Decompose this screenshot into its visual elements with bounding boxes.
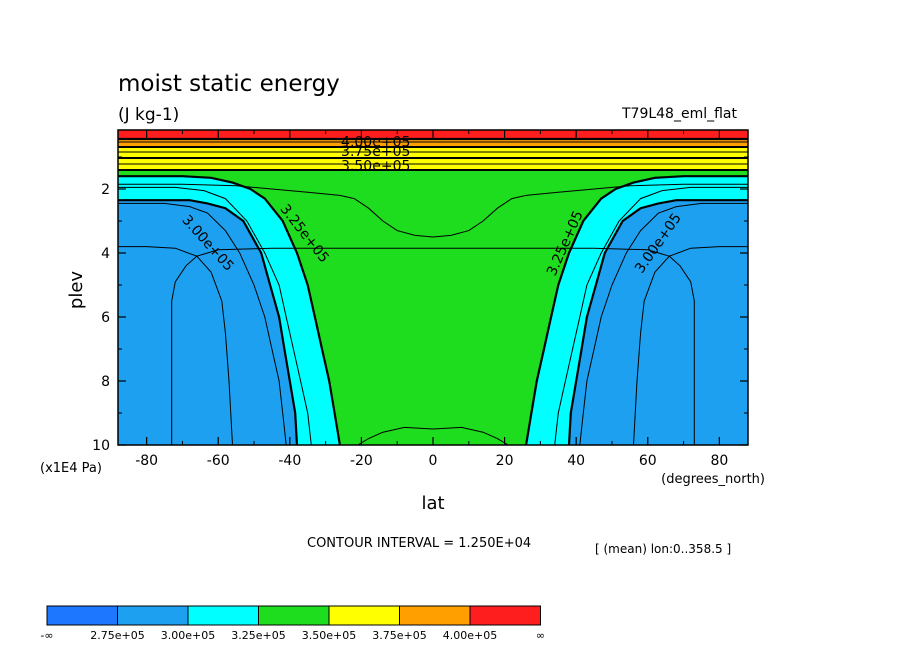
contour-label-0: 4.00e+05 bbox=[341, 135, 410, 151]
fill-region-275-left bbox=[118, 200, 254, 445]
y-tick-label: 4 bbox=[101, 246, 110, 262]
x-tick-label: -40 bbox=[278, 453, 301, 469]
colorbar-label: 4.00e+05 bbox=[443, 629, 497, 642]
colorbar-swatch bbox=[399, 605, 471, 626]
contour-line-bottom-green bbox=[357, 426, 509, 446]
contour-line-mid-b-right bbox=[554, 186, 748, 446]
colorbar-swatch bbox=[117, 605, 189, 626]
x-tick-label: 0 bbox=[429, 453, 438, 469]
y-tick-label: 8 bbox=[101, 374, 110, 390]
chart-title: moist static energy bbox=[118, 71, 340, 97]
colorbar-swatch bbox=[187, 605, 259, 626]
colorbar-label: 3.75e+05 bbox=[372, 629, 426, 642]
run-label: T79L48_eml_flat bbox=[621, 106, 738, 122]
contour-interval: CONTOUR INTERVAL = 1.250E+04 bbox=[307, 536, 531, 551]
contour-line-325-left bbox=[118, 199, 299, 446]
x-tick-label: 80 bbox=[710, 453, 728, 469]
colorbar-label: 2.75e+05 bbox=[90, 629, 144, 642]
contour-line-mid-c-left bbox=[118, 246, 233, 446]
colorbar-swatch bbox=[328, 605, 400, 626]
contour-line-350-right bbox=[525, 175, 748, 446]
x-axis: -80 -60 -40 -20 0 20 40 60 80 bbox=[135, 130, 728, 469]
contour-line-upper-green bbox=[118, 183, 748, 238]
contour-line-275-left bbox=[171, 247, 433, 445]
x-axis-label: lat bbox=[421, 493, 444, 514]
colorbar-label: 3.25e+05 bbox=[231, 629, 285, 642]
contour-line-mid-a-right bbox=[579, 202, 748, 446]
fill-region-400 bbox=[118, 139, 748, 147]
contour-line-325-right bbox=[567, 199, 748, 446]
x-axis-unit: (degrees_north) bbox=[661, 472, 765, 487]
x-tick-label: 60 bbox=[639, 453, 657, 469]
y-tick-label: 6 bbox=[101, 310, 110, 326]
y-tick-label: 2 bbox=[101, 182, 110, 198]
y-axis-label: plev bbox=[66, 271, 87, 310]
mean-annotation: [ (mean) lon:0..358.5 ] bbox=[595, 542, 731, 556]
colorbar-swatch bbox=[469, 605, 541, 626]
colorbar-swatch bbox=[46, 605, 118, 626]
y-tick-label: 10 bbox=[92, 438, 110, 454]
contour-line-mid-b-left bbox=[118, 186, 312, 446]
contour-line-275-right bbox=[433, 247, 695, 445]
colorbar-label: 3.50e+05 bbox=[302, 629, 356, 642]
contour-label-1: 3.75e+05 bbox=[341, 144, 410, 160]
x-tick-label: -80 bbox=[135, 453, 158, 469]
fill-region-275-right bbox=[612, 200, 748, 445]
colorbar-label: -∞ bbox=[40, 629, 53, 642]
contour-line-350-left bbox=[118, 175, 341, 446]
contour-lines bbox=[118, 137, 748, 446]
x-tick-label: 20 bbox=[496, 453, 514, 469]
chart-units: (J kg-1) bbox=[118, 105, 179, 125]
x-tick-label: -20 bbox=[350, 453, 373, 469]
colorbar: -∞ 2.75e+05 3.00e+05 3.25e+05 3.50e+05 3.75e+… bbox=[40, 605, 545, 642]
y-axis: 2 4 6 8 10 bbox=[92, 156, 748, 454]
x-tick-label: 40 bbox=[567, 453, 585, 469]
colorbar-label: ∞ bbox=[536, 629, 545, 642]
contour-line-mid-c-right bbox=[633, 246, 748, 446]
colorbar-swatch bbox=[258, 605, 330, 626]
contour-line-mid-a-left bbox=[118, 202, 287, 446]
colorbar-label: 3.00e+05 bbox=[161, 629, 215, 642]
contour-label-2: 3.50e+05 bbox=[341, 159, 410, 175]
x-tick-label: -60 bbox=[207, 453, 230, 469]
y-axis-unit: (x1E4 Pa) bbox=[40, 461, 102, 476]
